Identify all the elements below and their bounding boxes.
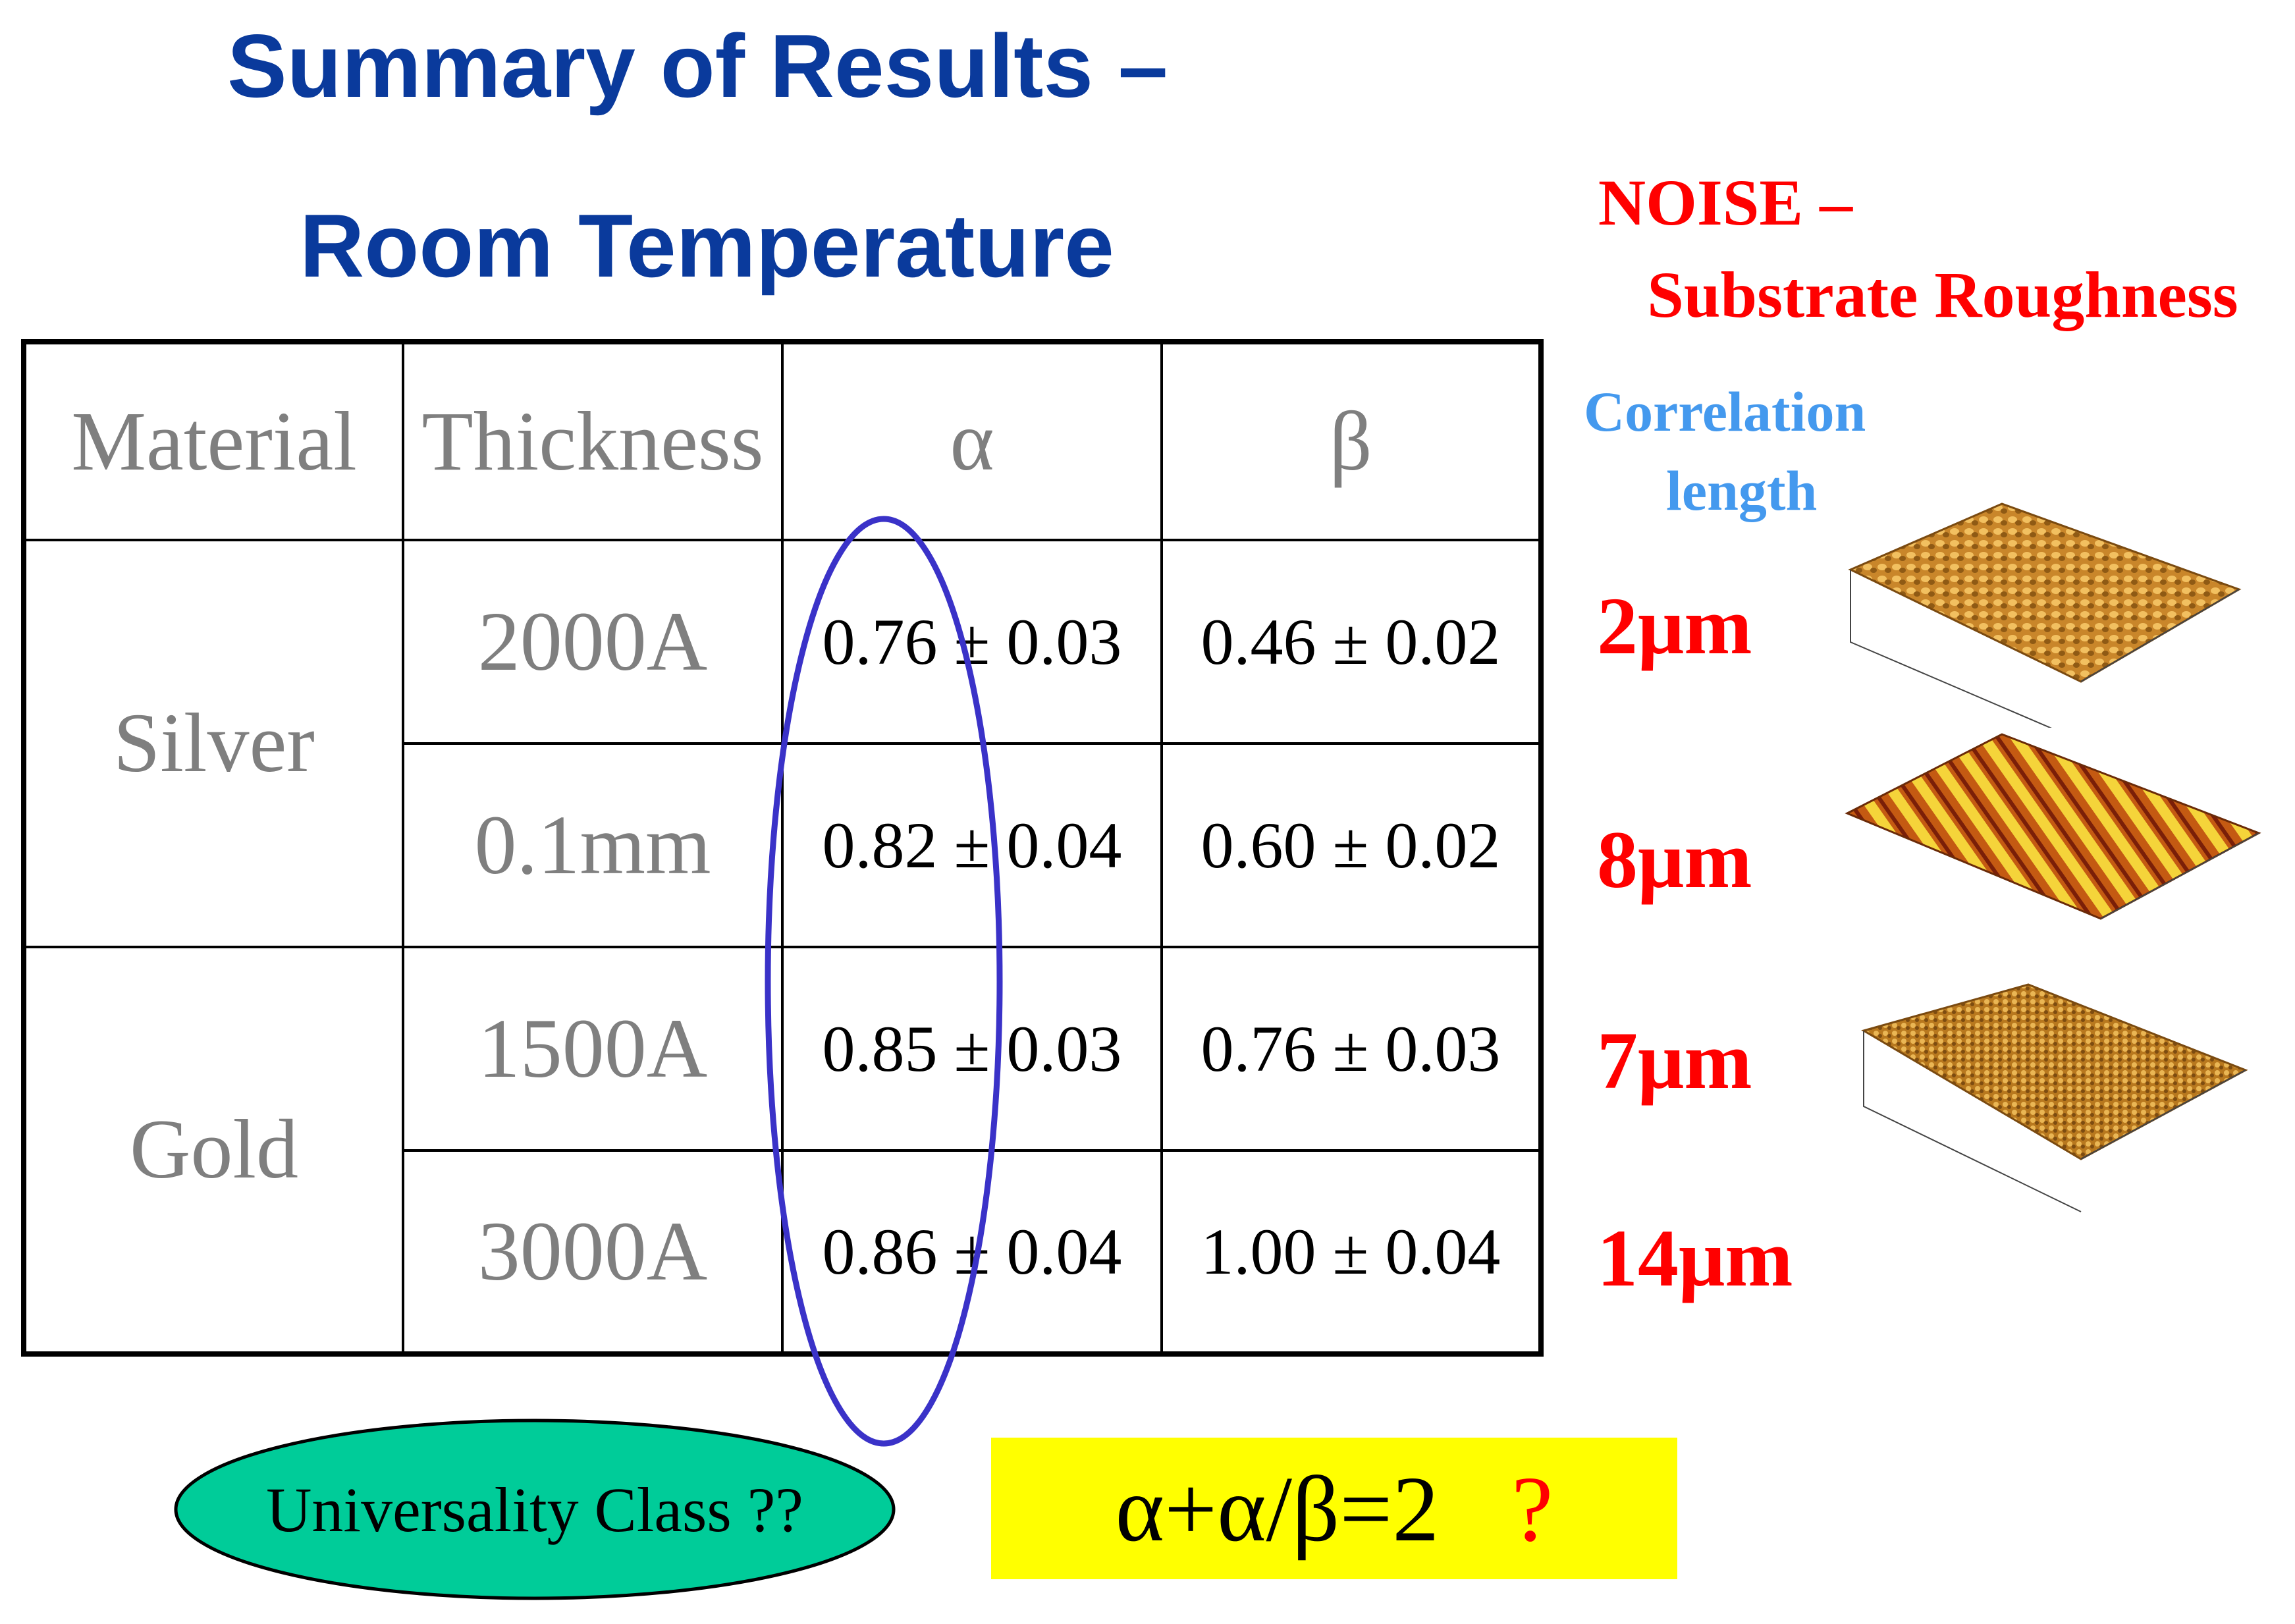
alpha-cell: 0.85 ± 0.03 <box>781 945 1163 1152</box>
alpha-cell: 0.76 ± 0.03 <box>781 538 1163 745</box>
afm-surface-image-1 <box>1848 502 2242 728</box>
table-row: Gold 1500A 0.85 ± 0.03 0.76 ± 0.03 <box>22 945 1542 1356</box>
correlation-label-length: length <box>1666 459 1818 522</box>
formula-question-mark: ? <box>1511 1456 1553 1561</box>
beta-cell: 0.46 ± 0.02 <box>1160 538 1542 745</box>
thickness-cell: 0.1mm <box>402 742 784 948</box>
table-header-row: Material Thickness α β <box>22 340 1542 541</box>
header-thickness: Thickness <box>402 340 784 541</box>
results-table: Material Thickness α β Silver 2000A 0.76… <box>21 339 1544 1357</box>
header-beta: β <box>1160 340 1542 541</box>
correlation-label: Correlation <box>1584 380 1866 443</box>
title-line-2: Room Temperature <box>300 196 1114 296</box>
noise-subheading: Substrate Roughness <box>1647 258 2238 331</box>
material-gold: Gold <box>22 945 404 1356</box>
correlation-length-value: 7μm <box>1597 1015 1752 1106</box>
header-material: Material <box>22 340 404 541</box>
correlation-length-value: 14μm <box>1597 1213 1793 1303</box>
thickness-cell: 1500A <box>402 945 784 1152</box>
thickness-cell: 3000A <box>402 1149 784 1356</box>
correlation-length-value: 8μm <box>1597 815 1752 905</box>
correlation-length-value: 2μm <box>1597 581 1752 671</box>
beta-cell: 0.60 ± 0.02 <box>1160 742 1542 948</box>
beta-cell: 1.00 ± 0.04 <box>1160 1149 1542 1356</box>
formula-box: α+α/β=2 ? <box>991 1438 1677 1579</box>
header-alpha: α <box>781 340 1163 541</box>
thickness-cell: 2000A <box>402 538 784 745</box>
alpha-cell: 0.82 ± 0.04 <box>781 742 1163 948</box>
alpha-cell: 0.86 ± 0.04 <box>781 1149 1163 1356</box>
table-row: Silver 2000A 0.76 ± 0.03 0.46 ± 0.02 <box>22 538 1542 948</box>
noise-heading: NOISE – <box>1598 166 1853 239</box>
beta-cell: 0.76 ± 0.03 <box>1160 945 1542 1152</box>
material-silver: Silver <box>22 538 404 948</box>
title-line-1: Summary of Results – <box>227 16 1168 116</box>
universality-ellipse <box>174 1419 896 1600</box>
formula-expression: α+α/β=2 <box>1115 1456 1440 1561</box>
afm-surface-image-2 <box>1845 733 2261 920</box>
afm-surface-image-3 <box>1861 983 2248 1212</box>
universality-label: Universality Class ?? <box>266 1474 803 1545</box>
